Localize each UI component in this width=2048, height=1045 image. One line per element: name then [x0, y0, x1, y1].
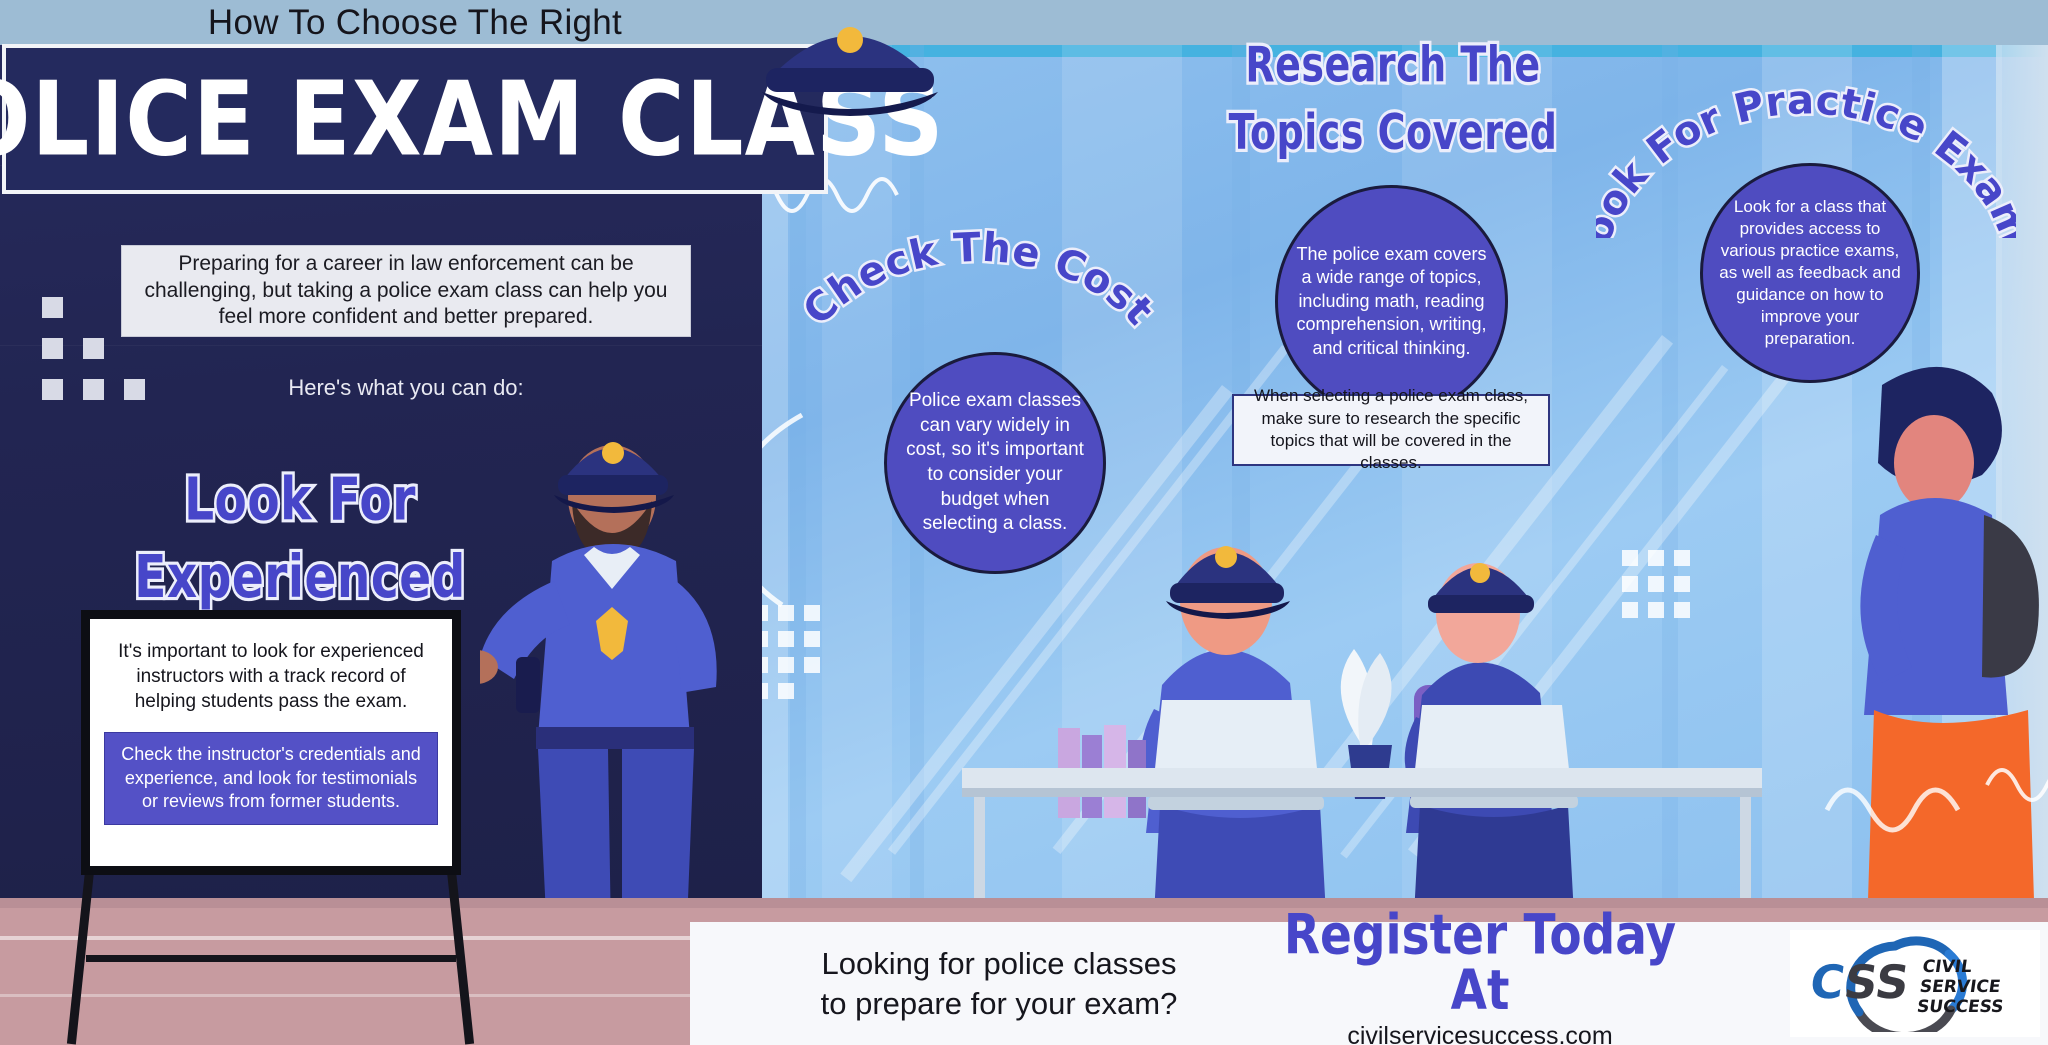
squiggle-decoration	[1824, 787, 1961, 833]
heading-look-for-practice-exams: Look For Practice Exams	[1596, 48, 2016, 238]
desk-leg	[974, 797, 985, 900]
whiteboard-text: It's important to look for experienced i…	[118, 641, 424, 713]
window-mullion	[790, 45, 806, 900]
heading-research-the-topics-covered: Research The Topics Covered	[1218, 32, 1568, 166]
ceiling-strip	[762, 45, 2048, 57]
footer-question-line-2: to prepare for your exam?	[820, 985, 1178, 1021]
window-mullion	[1662, 45, 1678, 900]
topics-note-box: When selecting a police exam class, make…	[1232, 386, 1550, 472]
css-logo-mark: C SS CIVIL SERVICE SUCCESS	[1807, 935, 2005, 1032]
svg-text:C: C	[1807, 955, 1848, 1009]
cost-circle: Police exam classes can vary widely in c…	[884, 352, 1106, 574]
lead-in-text: Here's what you can do:	[288, 375, 524, 400]
footer-question: Looking for police classes to prepare fo…	[690, 944, 1250, 1023]
top-band	[0, 0, 2048, 48]
css-logo[interactable]: C SS CIVIL SERVICE SUCCESS	[1790, 930, 2040, 1037]
svg-text:SS: SS	[1841, 955, 1913, 1009]
arc-label-cost: Check The Cost	[795, 228, 1162, 334]
topics-circle-text: The police exam covers a wide range of t…	[1296, 244, 1487, 358]
arc-label-practice: Look For Practice Exams	[1596, 48, 2016, 238]
main-title-banner: POLICE EXAM CLASS	[0, 44, 943, 194]
website-url[interactable]: civilservicesuccess.com	[1347, 1022, 1613, 1045]
easel-crossbar	[86, 955, 456, 962]
standing-officer-illustration	[480, 442, 717, 900]
kicker-text: How To Choose The Right	[207, 3, 623, 42]
practice-circle: Look for a class that provides access to…	[1700, 163, 1920, 383]
heading-line-1: Research The	[1243, 33, 1543, 97]
practice-circle-text: Look for a class that provides access to…	[1719, 196, 1901, 349]
intro-text-box: Preparing for a career in law enforcemen…	[121, 245, 691, 337]
instructors-whiteboard: It's important to look for experienced i…	[81, 610, 461, 875]
police-cap-icon	[762, 27, 938, 116]
footer-bar: Looking for police classes to prepare fo…	[690, 908, 2048, 1045]
intro-paragraph: Preparing for a career in law enforcemen…	[144, 251, 668, 329]
heading-check-the-cost: Check The Cost	[792, 228, 1164, 337]
whiteboard-highlight-box: Check the instructor's credentials and e…	[104, 732, 438, 826]
desk-surface	[962, 768, 1762, 788]
svg-text:SERVICE: SERVICE	[1918, 977, 2001, 997]
cost-circle-text: Police exam classes can vary widely in c…	[906, 389, 1084, 535]
footer-cta[interactable]: Register Today At civilservicesuccess.co…	[1250, 908, 1710, 1045]
topics-note-text: When selecting a police exam class, make…	[1253, 386, 1529, 473]
svg-text:SUCCESS: SUCCESS	[1916, 997, 2005, 1017]
left-floor	[0, 898, 762, 1045]
heading-line-1: Look For Experienced	[132, 463, 468, 616]
curve-decoration	[762, 412, 804, 608]
topics-circle: The police exam covers a wide range of t…	[1275, 185, 1508, 418]
footer-question-line-1: Looking for police classes	[821, 945, 1177, 981]
desk-edge	[962, 788, 1762, 797]
squiggle-decoration	[1985, 768, 2048, 802]
heading-line-2: Topics Covered	[1226, 100, 1559, 164]
register-today-label[interactable]: Register Today At	[1283, 902, 1677, 1024]
desk-leg	[1740, 797, 1751, 900]
svg-text:CIVIL: CIVIL	[1921, 957, 1973, 977]
